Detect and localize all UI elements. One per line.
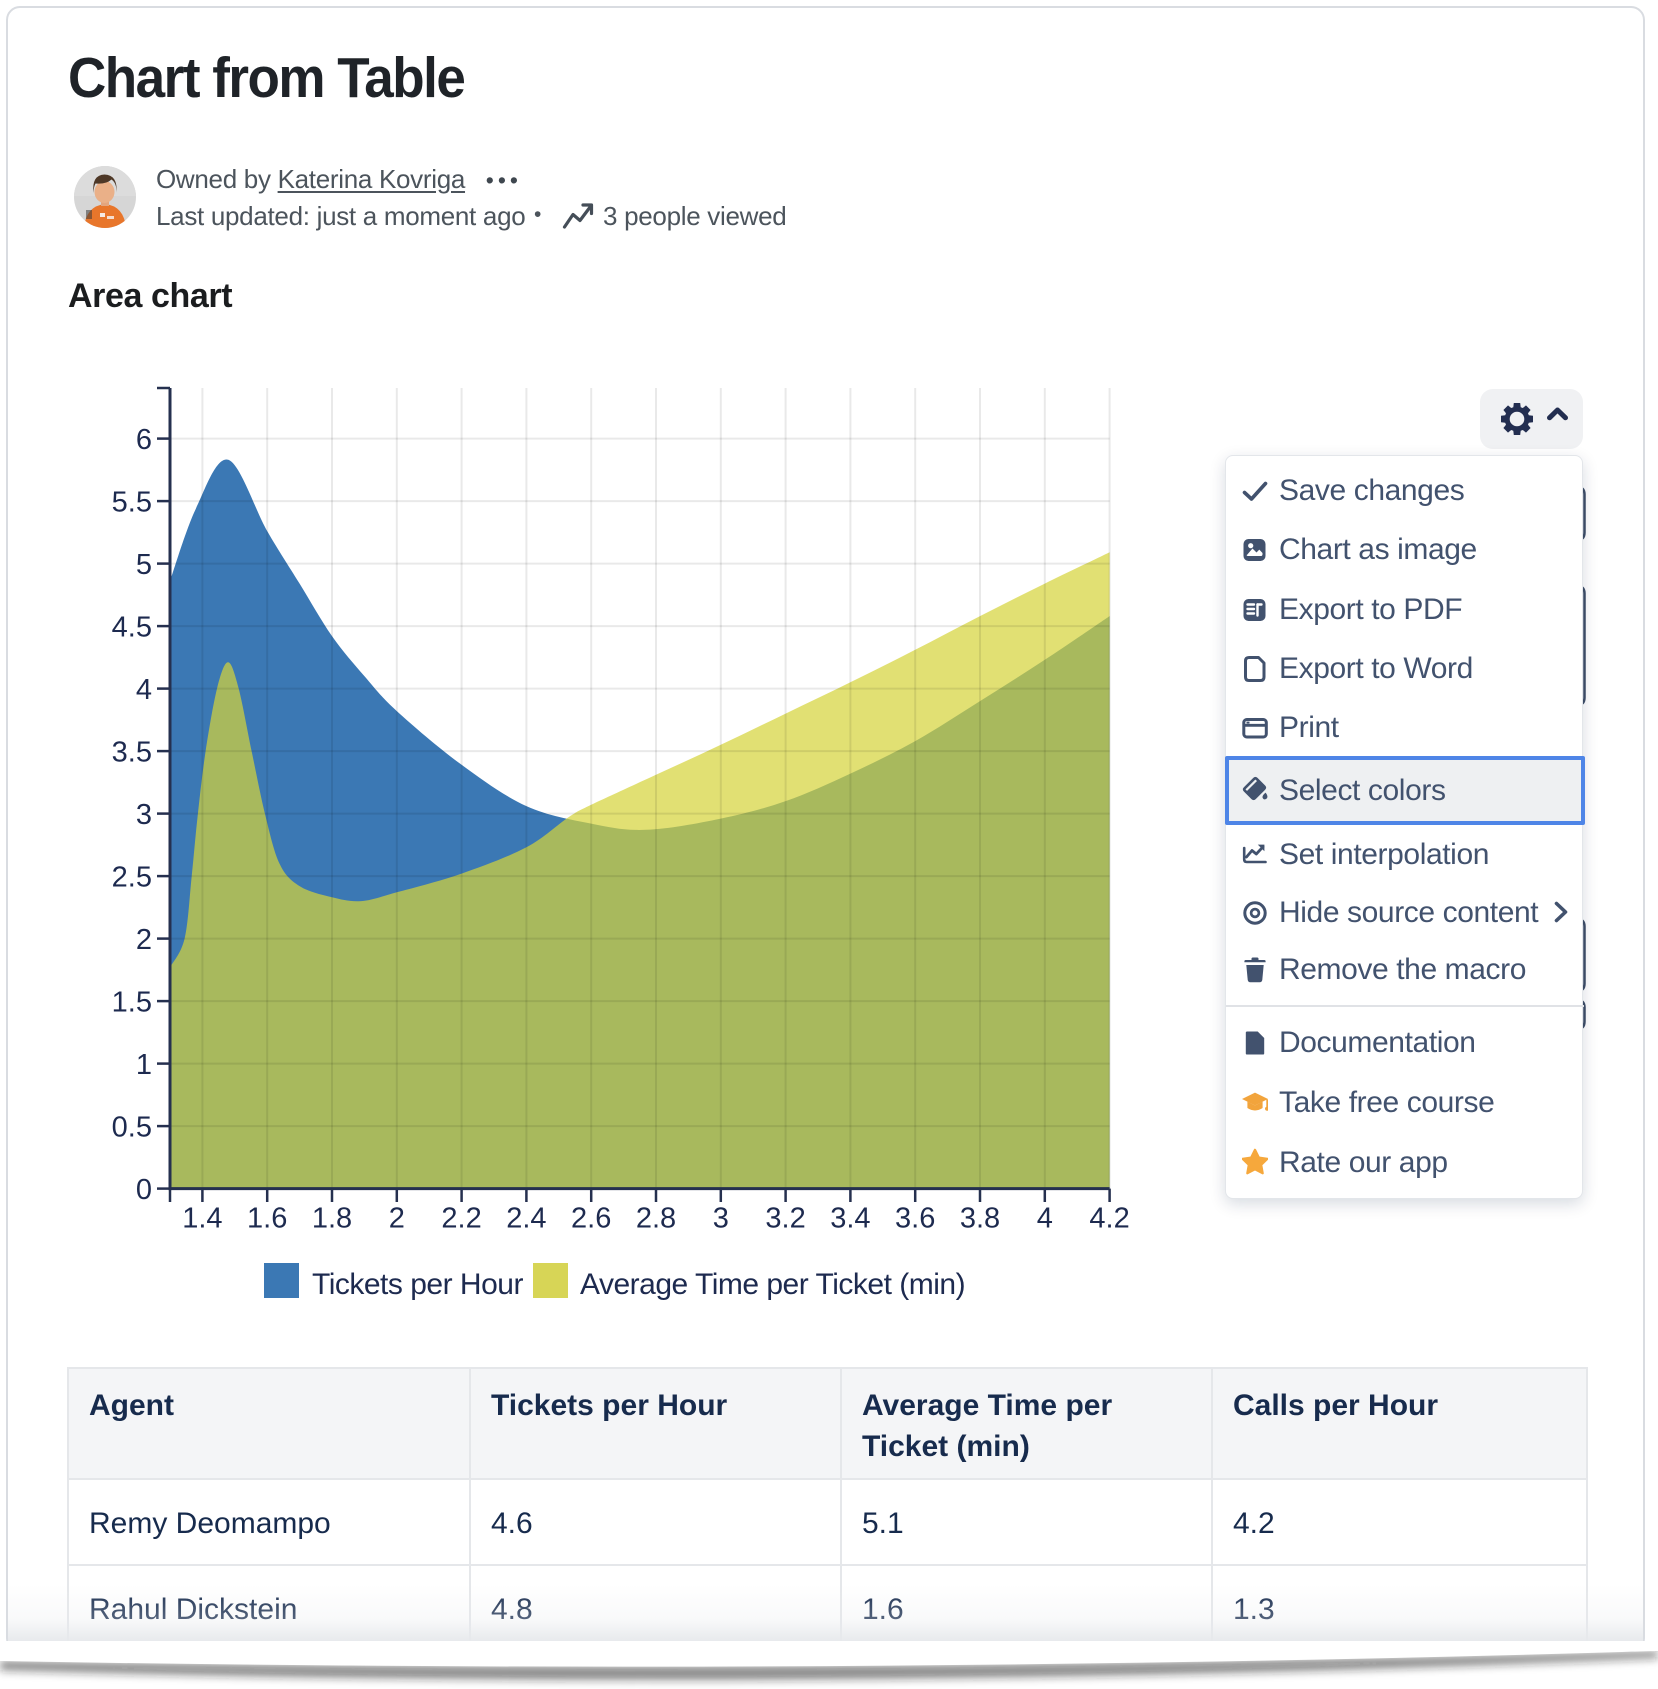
svg-text:1.5: 1.5 — [112, 987, 152, 1019]
svg-text:1.4: 1.4 — [182, 1203, 222, 1235]
svg-text:3.2: 3.2 — [765, 1203, 805, 1235]
svg-text:2: 2 — [389, 1203, 405, 1235]
svg-text:3: 3 — [136, 799, 152, 831]
svg-text:3: 3 — [713, 1203, 729, 1235]
svg-text:0.5: 0.5 — [112, 1112, 152, 1144]
svg-text:3.8: 3.8 — [960, 1203, 1000, 1235]
svg-text:4.2: 4.2 — [1089, 1203, 1129, 1235]
svg-text:5: 5 — [136, 549, 152, 581]
svg-text:3.4: 3.4 — [830, 1203, 870, 1235]
svg-text:2.4: 2.4 — [506, 1203, 546, 1235]
svg-text:2.5: 2.5 — [112, 862, 152, 894]
svg-text:2: 2 — [136, 924, 152, 956]
svg-text:Tickets per Hour: Tickets per Hour — [312, 1268, 523, 1301]
svg-text:1: 1 — [136, 1049, 152, 1081]
svg-text:3.6: 3.6 — [895, 1203, 935, 1235]
svg-text:4: 4 — [136, 674, 152, 706]
svg-text:4.5: 4.5 — [112, 612, 152, 644]
svg-text:Average Time per Ticket (min): Average Time per Ticket (min) — [580, 1268, 965, 1301]
svg-text:2.8: 2.8 — [636, 1203, 676, 1235]
svg-text:5.5: 5.5 — [112, 487, 152, 519]
svg-text:2.2: 2.2 — [441, 1203, 481, 1235]
svg-text:1.8: 1.8 — [312, 1203, 352, 1235]
svg-text:6: 6 — [136, 424, 152, 456]
svg-text:2.6: 2.6 — [571, 1203, 611, 1235]
svg-text:0: 0 — [136, 1174, 152, 1206]
svg-text:1.6: 1.6 — [247, 1203, 287, 1235]
svg-text:3.5: 3.5 — [112, 737, 152, 769]
svg-text:4: 4 — [1037, 1203, 1053, 1235]
